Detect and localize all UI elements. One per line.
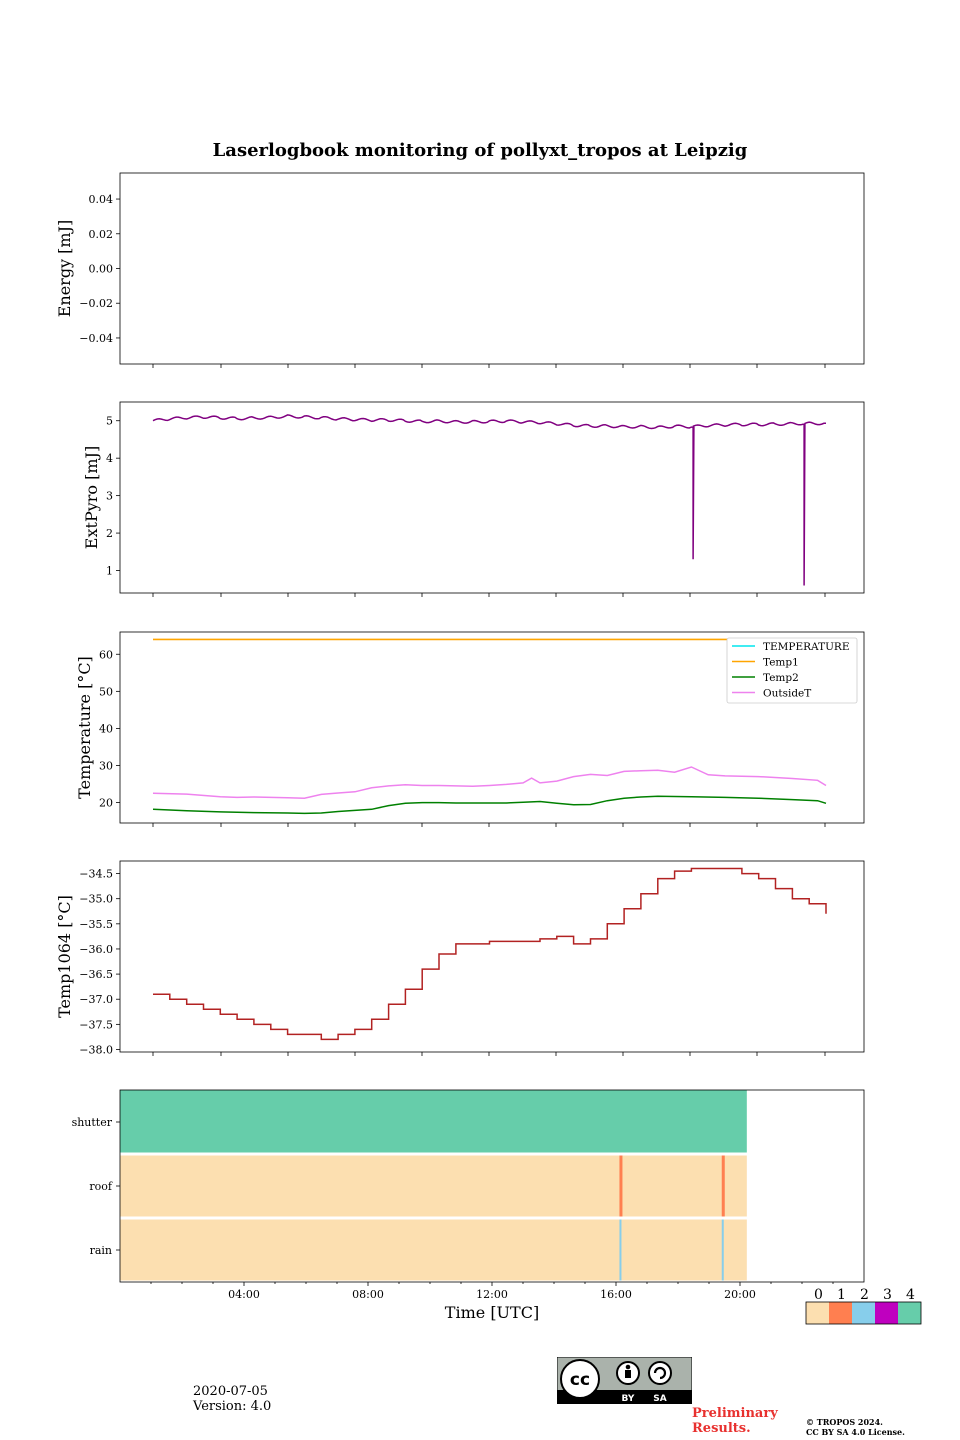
colorbar-label: 4 xyxy=(906,1287,915,1303)
status-event-roof xyxy=(721,1155,725,1217)
colorbar-label: 1 xyxy=(837,1287,846,1303)
y-tick-label: −36.5 xyxy=(79,968,113,981)
cc-by-label: BY xyxy=(622,1394,635,1404)
y-tick-label: 30 xyxy=(99,760,113,773)
x-tick-label: 20:00 xyxy=(724,1288,756,1301)
y-tick-label: 40 xyxy=(99,722,113,735)
legend-box xyxy=(726,637,858,704)
x-tick-label: 12:00 xyxy=(476,1288,508,1301)
colorbar-label: 0 xyxy=(814,1287,823,1303)
copyright-note: © TROPOS 2024. CC BY SA 4.0 License. xyxy=(806,1417,905,1437)
y-tick-label: 1 xyxy=(106,565,113,578)
y-tick-label: −35.5 xyxy=(79,918,113,931)
y-tick-label: −35.0 xyxy=(79,893,113,906)
preliminary-note: Preliminary Results. xyxy=(692,1406,778,1436)
sa-share-icon xyxy=(648,1361,672,1385)
y-tick-label: −0.04 xyxy=(79,332,113,345)
y-tick-label: −0.02 xyxy=(79,297,113,310)
cc-icon xyxy=(560,1359,600,1399)
x-tick-label: 04:00 xyxy=(228,1288,260,1301)
status-band-roof xyxy=(120,1155,747,1217)
y-tick-label: 0.02 xyxy=(89,228,114,241)
row-label-rain: rain xyxy=(90,1244,112,1257)
legend-label: Temp2 xyxy=(763,672,799,684)
chart-panel-2: 1 2 3 4 5 ExtPyro [mJ] xyxy=(82,401,865,597)
colorbar-label: 2 xyxy=(860,1287,869,1303)
x-tick-label: 08:00 xyxy=(352,1288,384,1301)
y-tick-label: 4 xyxy=(106,452,113,465)
cc-license-badge: cc BY SA xyxy=(557,1357,692,1404)
status-event-rain xyxy=(721,1219,724,1281)
colorbar-cell xyxy=(898,1302,921,1324)
status-band-rain xyxy=(120,1219,747,1281)
colorbar-frame xyxy=(805,1301,922,1325)
y-tick-label: 5 xyxy=(106,415,113,428)
cc-sa-label: SA xyxy=(653,1394,666,1404)
plot-frame xyxy=(119,860,865,1053)
status-event-roof xyxy=(619,1155,623,1217)
y-tick-label: 2 xyxy=(106,527,113,540)
y-tick-label: −37.0 xyxy=(79,993,113,1006)
y-tick-label: −38.0 xyxy=(79,1043,113,1056)
series-line-temp2 xyxy=(152,795,827,815)
copyright-line2: CC BY SA 4.0 License. xyxy=(806,1427,905,1437)
y-axis-label: Temp1064 [°C] xyxy=(55,895,74,1018)
x-tick-label: 16:00 xyxy=(600,1288,632,1301)
date-block: 2020-07-05 Version: 4.0 xyxy=(193,1384,271,1414)
y-tick-label: −37.5 xyxy=(79,1018,113,1031)
y-tick-label: −36.0 xyxy=(79,943,113,956)
colorbar-cell xyxy=(852,1302,875,1324)
chart-panel-4: −34.5 −35.0 −35.5 −36.0 −36.5 −37.0 −37.5 −38.0… xyxy=(55,860,865,1056)
chart-panel-3: 20 30 40 50 60 Temperature [°C] TEMPERATURE Tem… xyxy=(75,631,865,827)
y-axis-label: ExtPyro [mJ] xyxy=(82,446,101,549)
row-label-shutter: shutter xyxy=(72,1116,113,1129)
y-tick-label: 3 xyxy=(106,490,113,503)
x-axis-label: Time [UTC] xyxy=(445,1303,539,1322)
legend-label: Temp1 xyxy=(763,657,799,669)
plot-frame xyxy=(119,631,865,824)
legend-label: TEMPERATURE xyxy=(763,641,850,653)
chart-panel-1: 0.04 0.02 0.00 −0.02 −0.04 Energy [mJ] xyxy=(55,172,865,368)
colorbar-cell xyxy=(806,1302,829,1324)
y-tick-label: 0.00 xyxy=(89,263,114,276)
series-line-outsidet xyxy=(152,766,827,799)
legend: TEMPERATURE Temp1 Temp2 OutsideT xyxy=(726,637,858,704)
status-event-rain xyxy=(619,1219,622,1281)
y-tick-label: 60 xyxy=(99,648,113,661)
plot-frame xyxy=(119,401,865,594)
colorbar-cell xyxy=(875,1302,898,1324)
colorbar-label: 3 xyxy=(883,1287,892,1303)
plot-frame xyxy=(119,172,865,365)
series-line-extpyro xyxy=(152,414,826,586)
svg-text:cc: cc xyxy=(570,1370,590,1390)
preliminary-line1: Preliminary xyxy=(692,1406,778,1421)
version-label: Version: 4.0 xyxy=(193,1399,272,1414)
figure-title: Laserlogbook monitoring of pollyxt_tropo… xyxy=(212,140,748,161)
chart-panel-5: shutter roof rain 04:00 08:00 12:00 16:00 20:00… xyxy=(72,1089,865,1322)
y-axis-label: Energy [mJ] xyxy=(55,220,74,318)
date-label: 2020-07-05 xyxy=(193,1384,268,1399)
colorbar-cell xyxy=(829,1302,852,1324)
status-band-shutter xyxy=(120,1090,747,1153)
y-tick-label: −34.5 xyxy=(79,868,113,881)
series-line-temp1064 xyxy=(153,867,827,1041)
copyright-line1: © TROPOS 2024. xyxy=(806,1417,883,1427)
y-tick-label: 0.04 xyxy=(89,193,114,206)
row-label-roof: roof xyxy=(89,1180,113,1193)
y-axis-label: Temperature [°C] xyxy=(75,656,94,799)
legend-label: OutsideT xyxy=(763,688,811,700)
y-tick-label: 20 xyxy=(99,797,113,810)
y-tick-label: 50 xyxy=(99,685,113,698)
preliminary-line2: Results. xyxy=(692,1421,751,1436)
